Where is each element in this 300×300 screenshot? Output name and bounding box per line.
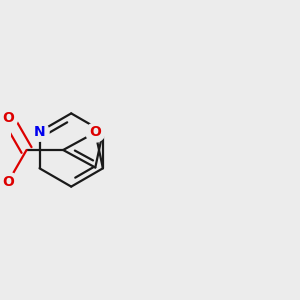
Text: O: O (2, 175, 14, 189)
Circle shape (0, 172, 18, 191)
Circle shape (0, 109, 18, 128)
Text: O: O (89, 125, 101, 140)
Circle shape (30, 122, 49, 141)
Text: O: O (2, 111, 14, 125)
Circle shape (86, 123, 105, 142)
Text: N: N (34, 125, 45, 139)
